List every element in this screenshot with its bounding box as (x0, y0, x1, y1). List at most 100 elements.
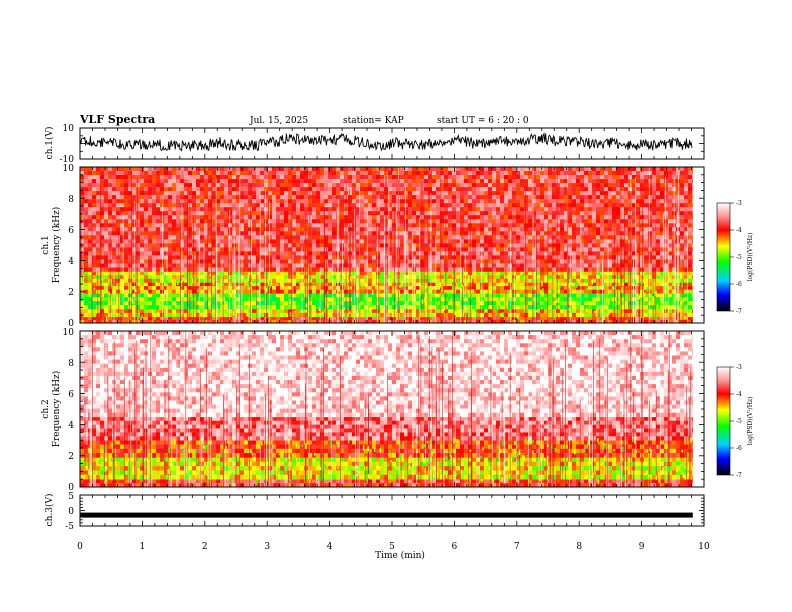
spectrogram-cell (196, 312, 200, 318)
spectrogram-cell (412, 167, 416, 172)
spectrogram-cell (228, 171, 232, 176)
spectrogram-cell (156, 183, 160, 188)
spectrogram-cell (444, 183, 448, 188)
spectrogram-cell (276, 278, 280, 283)
spectrogram-cell (536, 293, 540, 298)
spectrogram-cell (400, 289, 404, 294)
spectrogram-cell (148, 309, 152, 314)
spectrogram-cell (456, 289, 460, 294)
spectrogram-cell (368, 301, 372, 306)
spectrogram-cell (592, 301, 596, 306)
spectrogram-cell (512, 231, 516, 236)
spectrogram-cell (604, 191, 608, 196)
spectrogram-cell (580, 282, 584, 287)
spectrogram-cell (644, 319, 648, 324)
spectrogram-cell (80, 293, 84, 298)
spectrogram-cell (312, 293, 316, 298)
spectrogram-cell (664, 171, 668, 176)
spectrogram-cell (288, 309, 292, 314)
spectrogram-cell (372, 293, 376, 298)
spectrogram-cell (664, 312, 668, 318)
spectrogram-cell (608, 316, 612, 321)
spectrogram-cell (684, 278, 688, 283)
spectrogram-cell (616, 183, 620, 188)
spectrogram-cell (244, 305, 248, 310)
spectrogram-cell (556, 199, 560, 204)
spectrogram-cell (512, 179, 516, 184)
spectrogram-cell (656, 231, 660, 236)
spectrogram-cell (172, 211, 176, 216)
spectrogram-cell (388, 211, 392, 216)
spectrogram-cell (400, 278, 404, 283)
spectrogram-cell (528, 319, 532, 324)
spectrogram-cell (284, 275, 288, 280)
spectrogram-cell (412, 187, 416, 192)
spectrogram-cell (588, 223, 592, 228)
spectrogram-cell (440, 183, 444, 188)
spectrogram-cell (128, 187, 132, 192)
spectrogram-cell (540, 171, 544, 176)
spectrogram-cell (376, 301, 380, 306)
spectrogram-cell (152, 199, 156, 204)
spectrogram-cell (648, 286, 652, 290)
spectrogram-cell (108, 207, 112, 212)
spectrogram-cell (92, 312, 96, 318)
spectrogram-cell (448, 167, 452, 172)
spectrogram-cell (424, 309, 428, 314)
spectrogram-cell (148, 207, 152, 212)
spectrogram-cell (132, 215, 136, 220)
spectrogram-cell (240, 191, 244, 196)
spectrogram-cell (548, 316, 552, 321)
spectrogram-cell (660, 223, 664, 228)
spectrogram-cell (576, 231, 580, 236)
spectrogram-cell (408, 289, 412, 294)
spectrogram-cell (544, 275, 548, 280)
spectrogram-cell (424, 175, 428, 180)
spectrogram-cell (352, 231, 356, 236)
spectrogram-cell (152, 175, 156, 180)
spectrogram-cell (292, 199, 296, 204)
spectrogram-cell (644, 312, 648, 318)
spectrogram-cell (280, 171, 284, 176)
spectrogram-cell (496, 203, 500, 208)
spectrogram-cell (572, 278, 576, 283)
spectrogram-cell (184, 171, 188, 176)
spectrogram-cell (416, 231, 420, 236)
spectrogram-cell (92, 203, 96, 208)
spectrogram-cell (100, 203, 104, 208)
spectrogram-cell (456, 187, 460, 192)
spectrogram-cell (456, 203, 460, 208)
spectrogram-cell (400, 316, 404, 321)
spectrogram-cell (212, 293, 216, 298)
spectrogram-cell (636, 199, 640, 204)
spectrogram-cell (120, 175, 124, 180)
spectrogram-cell (320, 167, 324, 172)
spectrogram-cell (620, 278, 624, 283)
spectrogram-cell (372, 223, 376, 228)
spectrogram-cell (200, 199, 204, 204)
spectrogram-cell (568, 227, 572, 232)
spectrogram-cell (524, 305, 528, 310)
spectrogram-cell (368, 231, 372, 236)
spectrogram-cell (236, 187, 240, 192)
spectrogram-cell (628, 286, 632, 290)
spectrogram-cell (668, 183, 672, 188)
spectrogram-cell (472, 179, 476, 184)
spectrogram-cell (284, 195, 288, 200)
spectrogram-cell (676, 271, 680, 276)
spectrogram-cell (276, 319, 280, 324)
spectrogram-cell (572, 282, 576, 287)
spectrogram-cell (260, 293, 264, 298)
spectrogram-cell (372, 207, 376, 212)
spectrogram-cell (84, 171, 88, 176)
spectrogram-cell (416, 235, 420, 240)
spectrogram-cell (372, 215, 376, 220)
spectrogram-cell (392, 191, 396, 196)
spectrogram-cell (496, 187, 500, 192)
spectrogram-cell (616, 305, 620, 310)
spectrogram-cell (520, 187, 524, 192)
spectrogram-cell (292, 297, 296, 302)
spectrogram-cell (252, 289, 256, 294)
spectrogram-cell (596, 195, 600, 200)
spectrogram-cell (404, 171, 408, 176)
